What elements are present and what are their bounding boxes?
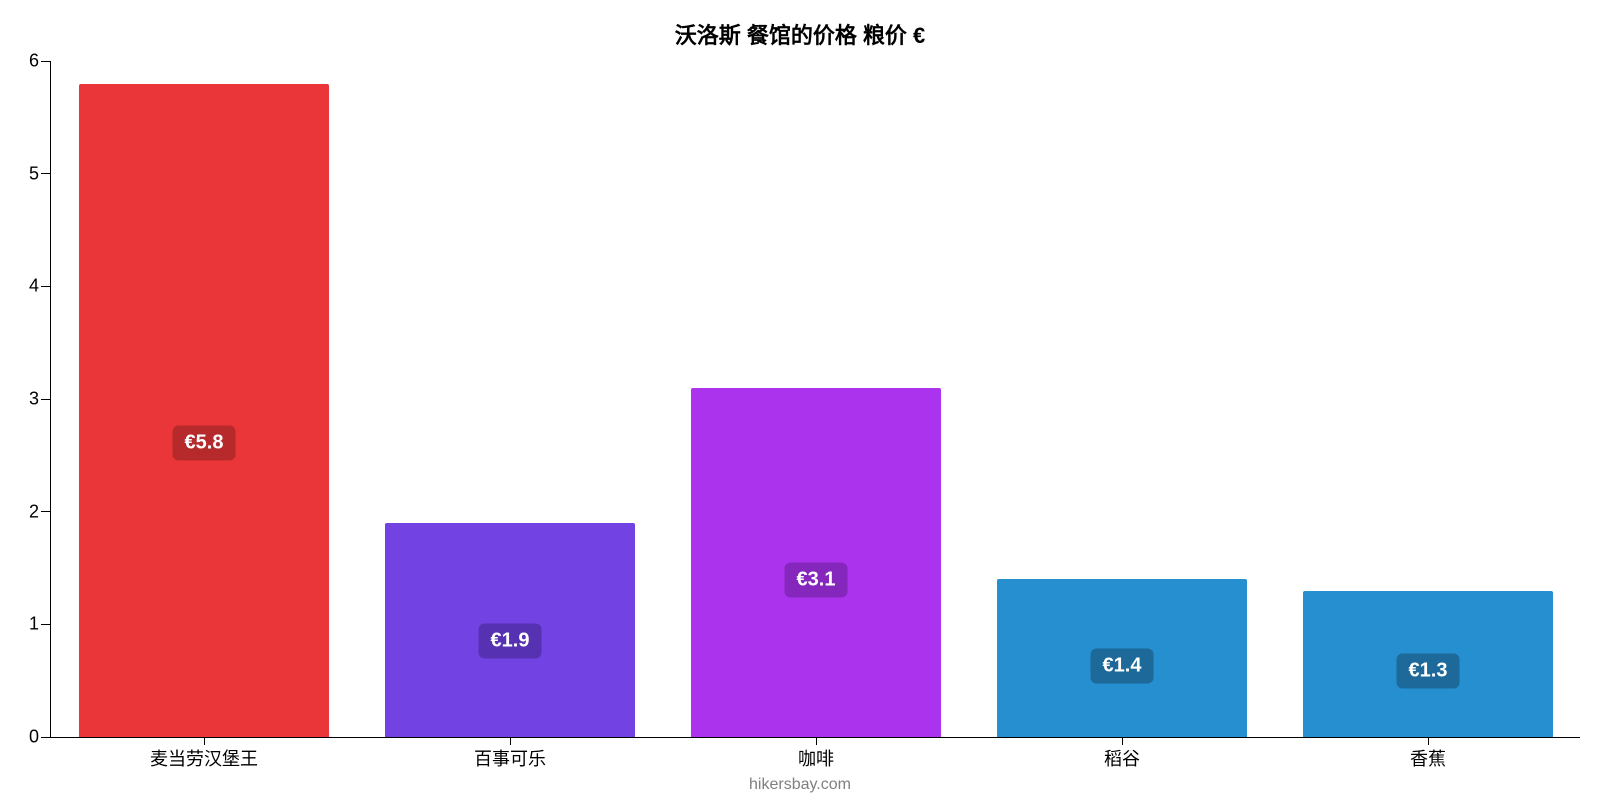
y-tick bbox=[41, 737, 51, 738]
y-axis-label: 5 bbox=[29, 163, 39, 184]
price-bar-chart: 沃洛斯 餐馆的价格 粮价 € 0123456€5.8麦当劳汉堡王€1.9百事可乐… bbox=[0, 0, 1600, 800]
bar-value-label-3: €1.4 bbox=[1091, 649, 1154, 684]
x-tick bbox=[1122, 737, 1123, 745]
bar-value-label-1: €1.9 bbox=[479, 623, 542, 658]
x-tick bbox=[204, 737, 205, 745]
x-tick bbox=[1428, 737, 1429, 745]
y-axis-label: 1 bbox=[29, 614, 39, 635]
x-axis-label-3: 稻谷 bbox=[1104, 745, 1140, 771]
y-axis-label: 3 bbox=[29, 389, 39, 410]
x-axis-label-0: 麦当劳汉堡王 bbox=[150, 745, 258, 771]
y-axis-label: 0 bbox=[29, 727, 39, 748]
y-tick bbox=[41, 286, 51, 287]
plot-area: 0123456€5.8麦当劳汉堡王€1.9百事可乐€3.1咖啡€1.4稻谷€1.… bbox=[50, 62, 1580, 738]
chart-footer: hikersbay.com bbox=[0, 776, 1600, 794]
x-axis-label-1: 百事可乐 bbox=[474, 745, 546, 771]
y-tick bbox=[41, 399, 51, 400]
y-tick bbox=[41, 511, 51, 512]
y-axis-label: 4 bbox=[29, 276, 39, 297]
y-tick bbox=[41, 173, 51, 174]
y-axis-label: 6 bbox=[29, 51, 39, 72]
y-tick bbox=[41, 624, 51, 625]
bar-value-label-0: €5.8 bbox=[173, 425, 236, 460]
bar-0 bbox=[79, 84, 330, 737]
x-axis-label-4: 香蕉 bbox=[1410, 745, 1446, 771]
x-axis-label-2: 咖啡 bbox=[798, 745, 834, 771]
x-tick bbox=[510, 737, 511, 745]
bar-value-label-4: €1.3 bbox=[1397, 654, 1460, 689]
y-axis-label: 2 bbox=[29, 501, 39, 522]
x-tick bbox=[816, 737, 817, 745]
chart-title: 沃洛斯 餐馆的价格 粮价 € bbox=[0, 18, 1600, 50]
bar-value-label-2: €3.1 bbox=[785, 562, 848, 597]
y-tick bbox=[41, 61, 51, 62]
